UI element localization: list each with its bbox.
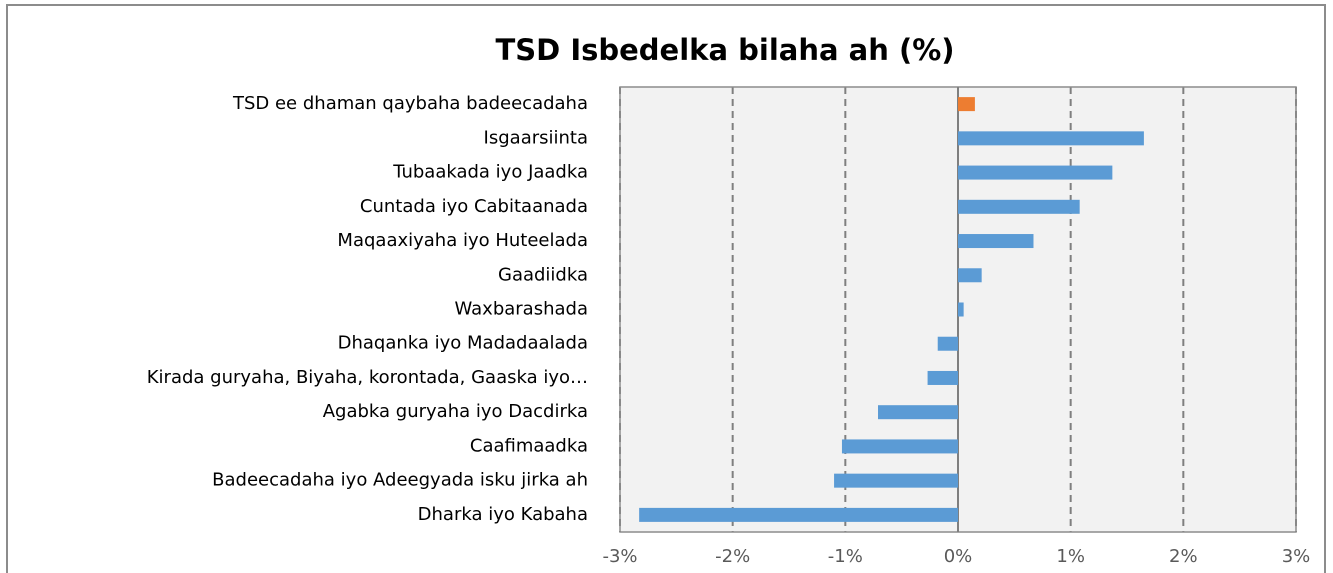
y-tick-label: Tubaakada iyo Jaadka <box>392 162 588 183</box>
bar <box>841 439 958 454</box>
bar <box>958 97 975 112</box>
bar <box>958 131 1144 146</box>
y-tick-label: Waxbarashada <box>455 299 589 320</box>
bar <box>958 165 1113 180</box>
y-tick-label: Agabka guryaha iyo Dacdirka <box>323 401 588 422</box>
bar <box>958 199 1080 214</box>
bar <box>878 405 958 420</box>
y-tick-label: Dhaqanka iyo Madadaalada <box>338 333 588 354</box>
y-tick-label: Gaadiidka <box>498 264 588 285</box>
y-tick-label: Maqaaxiyaha iyo Huteelada <box>337 230 588 251</box>
bar <box>958 268 982 283</box>
y-tick-label: Kirada guryaha, Biyaha, korontada, Gaask… <box>147 367 588 388</box>
y-tick-label: Badeecadaha iyo Adeegyada isku jirka ah <box>212 470 588 491</box>
y-tick-label: TSD ee dhaman qaybaha badeecadaha <box>232 93 588 114</box>
bar <box>958 234 1034 249</box>
x-tick-label: 0% <box>944 546 973 567</box>
y-tick-label: Cuntada iyo Cabitaanada <box>360 196 588 217</box>
y-tick-label: Isgaarsiinta <box>484 127 588 148</box>
x-tick-label: 3% <box>1282 546 1311 567</box>
x-tick-label: -2% <box>715 546 750 567</box>
y-tick-label: Caafimaadka <box>470 435 588 456</box>
x-tick-label: -3% <box>602 546 637 567</box>
bar <box>927 370 958 385</box>
bar <box>834 473 958 488</box>
bar <box>937 336 958 351</box>
y-tick-label: Dharka iyo Kabaha <box>418 504 588 525</box>
chart-title: TSD Isbedelka bilaha ah (%) <box>495 33 954 67</box>
x-tick-label: -1% <box>828 546 863 567</box>
bar <box>639 507 958 522</box>
bar <box>958 302 964 317</box>
x-tick-label: 1% <box>1056 546 1085 567</box>
x-tick-label: 2% <box>1169 546 1198 567</box>
